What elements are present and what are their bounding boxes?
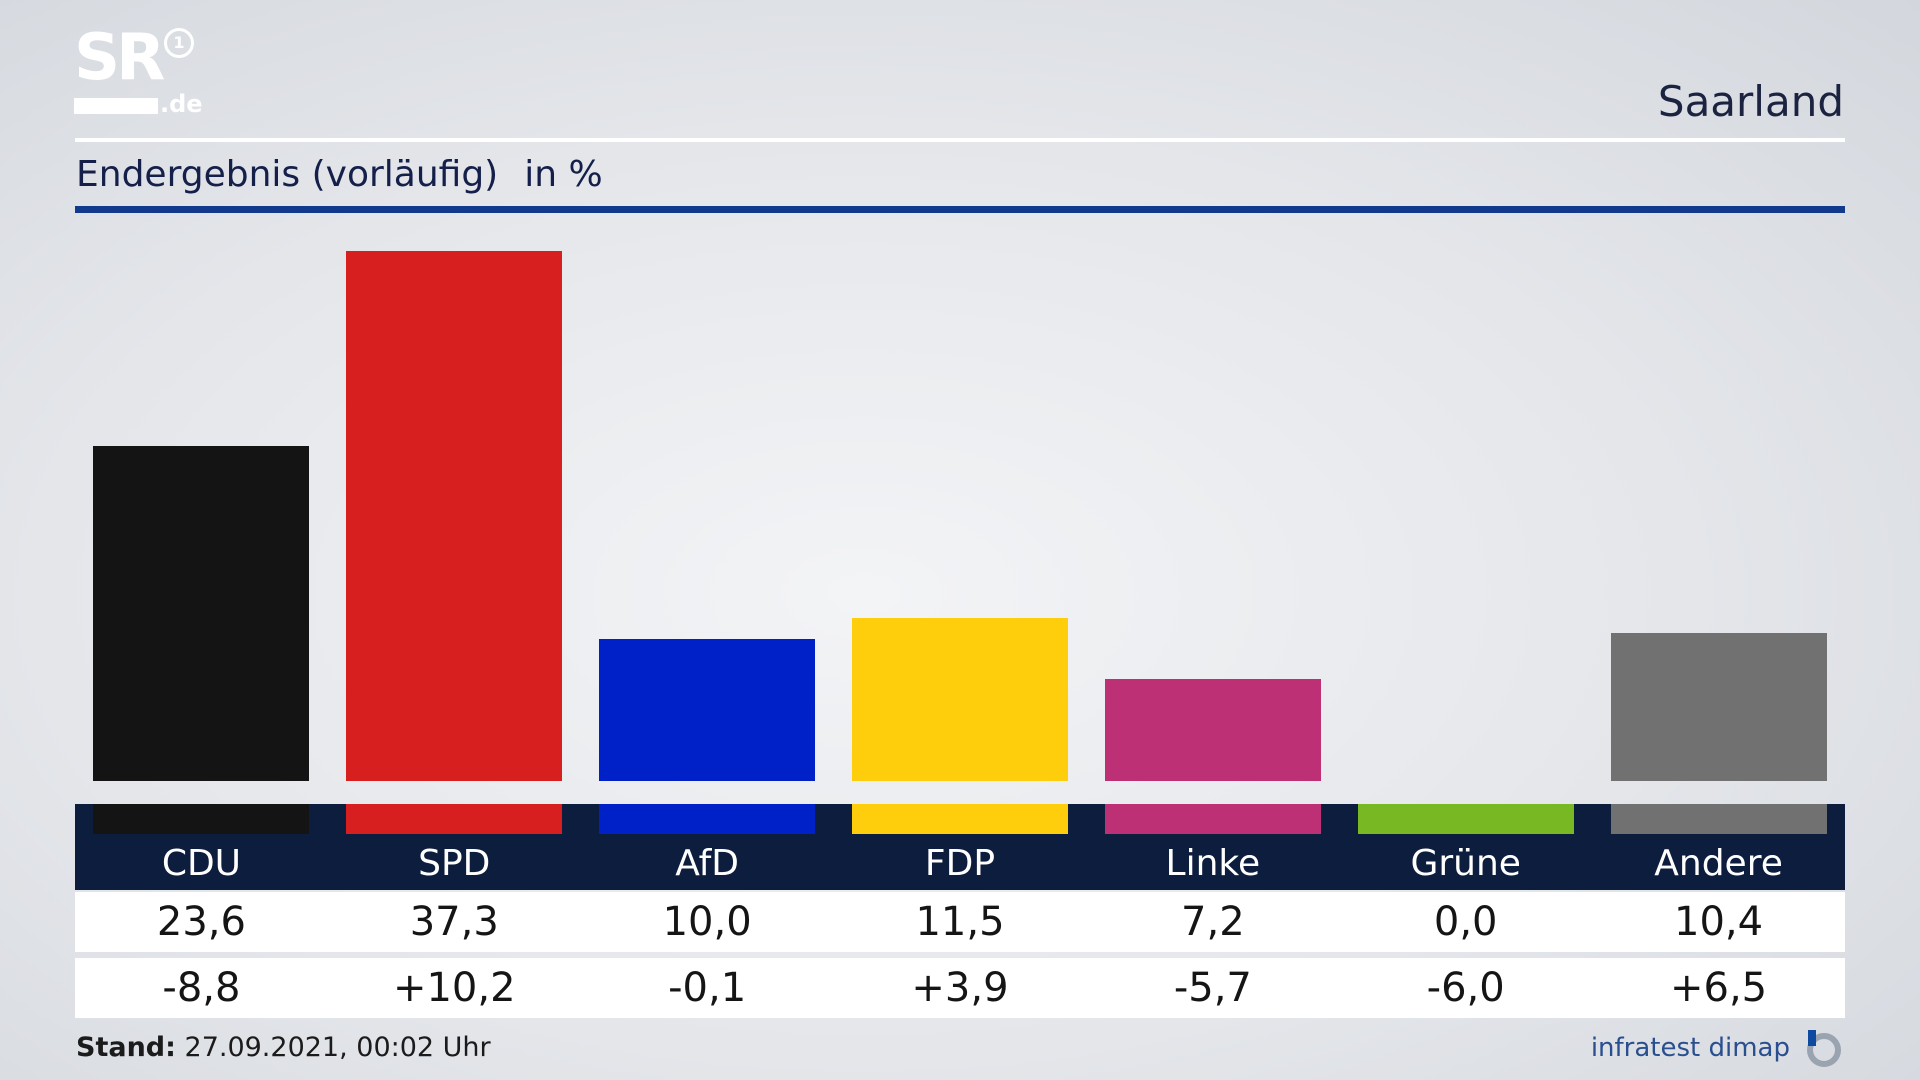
swatch-afd — [599, 804, 816, 834]
swatch-spd — [346, 804, 563, 834]
party-label-cdu: CDU — [161, 843, 242, 884]
swatch-fdp — [852, 804, 1068, 834]
logo-suffix: .de — [160, 90, 203, 118]
value-label-cdu: 23,6 — [156, 899, 246, 945]
logo-text: SR — [74, 21, 165, 95]
swatch-gr-ne — [1357, 804, 1574, 834]
party-label-fdp: FDP — [924, 843, 996, 884]
bar-afd — [599, 638, 816, 781]
swatch-andere — [1610, 804, 1827, 834]
unit-label: in % — [524, 154, 603, 195]
subtitle-text: Endergebnis (vorläufig) — [76, 154, 499, 195]
value-label-afd: 10,0 — [662, 899, 752, 945]
value-label-linke: 7,2 — [1181, 899, 1245, 945]
change-label-afd: -0,1 — [668, 965, 747, 1011]
value-label-fdp: 11,5 — [915, 899, 1005, 945]
change-label-gr-ne: -6,0 — [1426, 965, 1505, 1011]
value-label-gr-ne: 0,0 — [1433, 899, 1498, 945]
party-label-afd: AfD — [675, 843, 739, 884]
value-label-spd: 37,3 — [409, 899, 499, 945]
sr-logo: SR 1 .de — [74, 26, 214, 122]
change-label-linke: -5,7 — [1173, 965, 1252, 1011]
change-label-andere: +6,5 — [1669, 965, 1768, 1011]
swatch-cdu — [93, 804, 310, 834]
change-label-spd: +10,2 — [392, 965, 516, 1011]
party-label-linke: Linke — [1165, 843, 1261, 884]
bar-cdu — [93, 445, 310, 781]
source-label: infratest dimap — [1590, 1033, 1790, 1063]
timestamp: Stand: 27.09.2021, 00:02 Uhr — [76, 1028, 491, 1068]
stand-value: 27.09.2021, 00:02 Uhr — [184, 1032, 491, 1063]
infratest-logo-icon — [1807, 1030, 1841, 1067]
change-label-cdu: -8,8 — [162, 965, 241, 1011]
party-header-row: CDU SPD AfD FDP Linke Grüne Andere — [75, 804, 1845, 890]
bar-spd — [346, 251, 563, 781]
bar-linke — [1104, 678, 1321, 781]
change-row: -8,8 +10,2 -0,1 +3,9 -5,7 -6,0 +6,5 — [75, 958, 1845, 1018]
party-label-gr-ne: Grüne — [1410, 843, 1521, 884]
subtitle-divider — [75, 206, 1845, 213]
chart-subtitle: Endergebnis (vorläufig) in % — [76, 150, 603, 200]
header-divider — [75, 138, 1845, 142]
bar-andere — [1610, 633, 1827, 781]
party-label-spd: SPD — [418, 843, 491, 884]
result-row: 23,6 37,3 10,0 11,5 7,2 0,0 10,4 — [75, 892, 1845, 952]
bar-fdp — [852, 617, 1068, 781]
bar-chart — [75, 214, 1845, 781]
stand-label: Stand: — [76, 1032, 176, 1063]
logo-underline — [74, 98, 158, 114]
value-label-andere: 10,4 — [1674, 899, 1764, 945]
party-label-andere: Andere — [1654, 843, 1783, 884]
ard-badge-icon: 1 — [164, 28, 194, 58]
swatch-linke — [1104, 804, 1321, 834]
region-title: Saarland — [1657, 77, 1844, 126]
change-label-fdp: +3,9 — [911, 965, 1009, 1011]
